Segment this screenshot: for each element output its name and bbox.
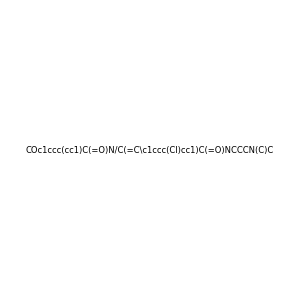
Text: COc1ccc(cc1)C(=O)N/C(=C\c1ccc(Cl)cc1)C(=O)NCCCN(C)C: COc1ccc(cc1)C(=O)N/C(=C\c1ccc(Cl)cc1)C(=…: [26, 146, 274, 154]
